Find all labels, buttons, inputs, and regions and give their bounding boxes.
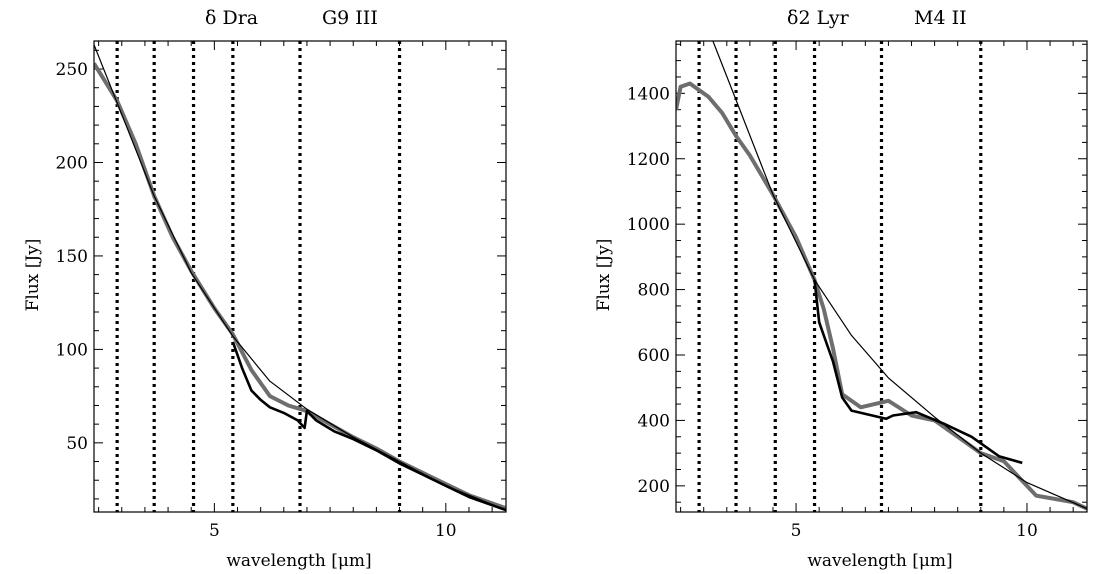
right-spectrum-series-1: [813, 279, 1023, 465]
right-chart-panel: δ2 Lyr M4 II wavelength [μm] Flux [Jy] 5…: [594, 7, 1088, 571]
right-data-group: [676, 41, 1087, 511]
left-chart-ylabel: Flux [Jy]: [23, 239, 43, 312]
right-y-tick-label: 1200: [627, 150, 670, 170]
left-data-group: [94, 44, 506, 512]
right-chart-xlabel: wavelength [μm]: [807, 551, 952, 571]
right-y-tick-label: 1000: [627, 215, 670, 235]
right-y-tick-label: 400: [638, 411, 670, 431]
left-chart-xlabel: wavelength [μm]: [226, 551, 371, 571]
left-plot-frame: [93, 40, 507, 513]
left-x-tick-label: 5: [209, 521, 220, 541]
left-y-tick-label: 50: [66, 434, 88, 454]
right-chart-ylabel: Flux [Jy]: [594, 239, 614, 312]
right-chart-title-spectral: M4 II: [914, 7, 967, 29]
right-plot-frame: [675, 40, 1088, 513]
left-y-tick-label: 200: [56, 153, 88, 173]
right-x-tick-label: 10: [1016, 521, 1038, 541]
right-x-tick-label: 5: [791, 521, 802, 541]
left-chart-panel: δ Dra G9 III wavelength [μm] Flux [Jy] 5…: [23, 7, 507, 571]
left-model-curve: [94, 44, 506, 511]
right-chart-title-star: δ2 Lyr: [787, 7, 850, 29]
right-y-tick-label: 200: [638, 477, 670, 497]
left-chart-title-star: δ Dra: [205, 7, 258, 29]
right-y-tick-label: 1400: [627, 84, 670, 104]
right-model-curve: [712, 41, 1087, 510]
left-spectrum-series-1: [231, 341, 506, 512]
left-y-tick-label: 150: [56, 247, 88, 267]
right-spectrum-series-0: [676, 81, 1087, 511]
left-y-tick-label: 100: [56, 340, 88, 360]
left-x-tick-label: 10: [435, 521, 457, 541]
right-y-tick-label: 800: [638, 281, 670, 301]
right-y-tick-label: 600: [638, 346, 670, 366]
left-y-tick-label: 250: [56, 60, 88, 80]
left-chart-title-spectral: G9 III: [322, 7, 378, 29]
